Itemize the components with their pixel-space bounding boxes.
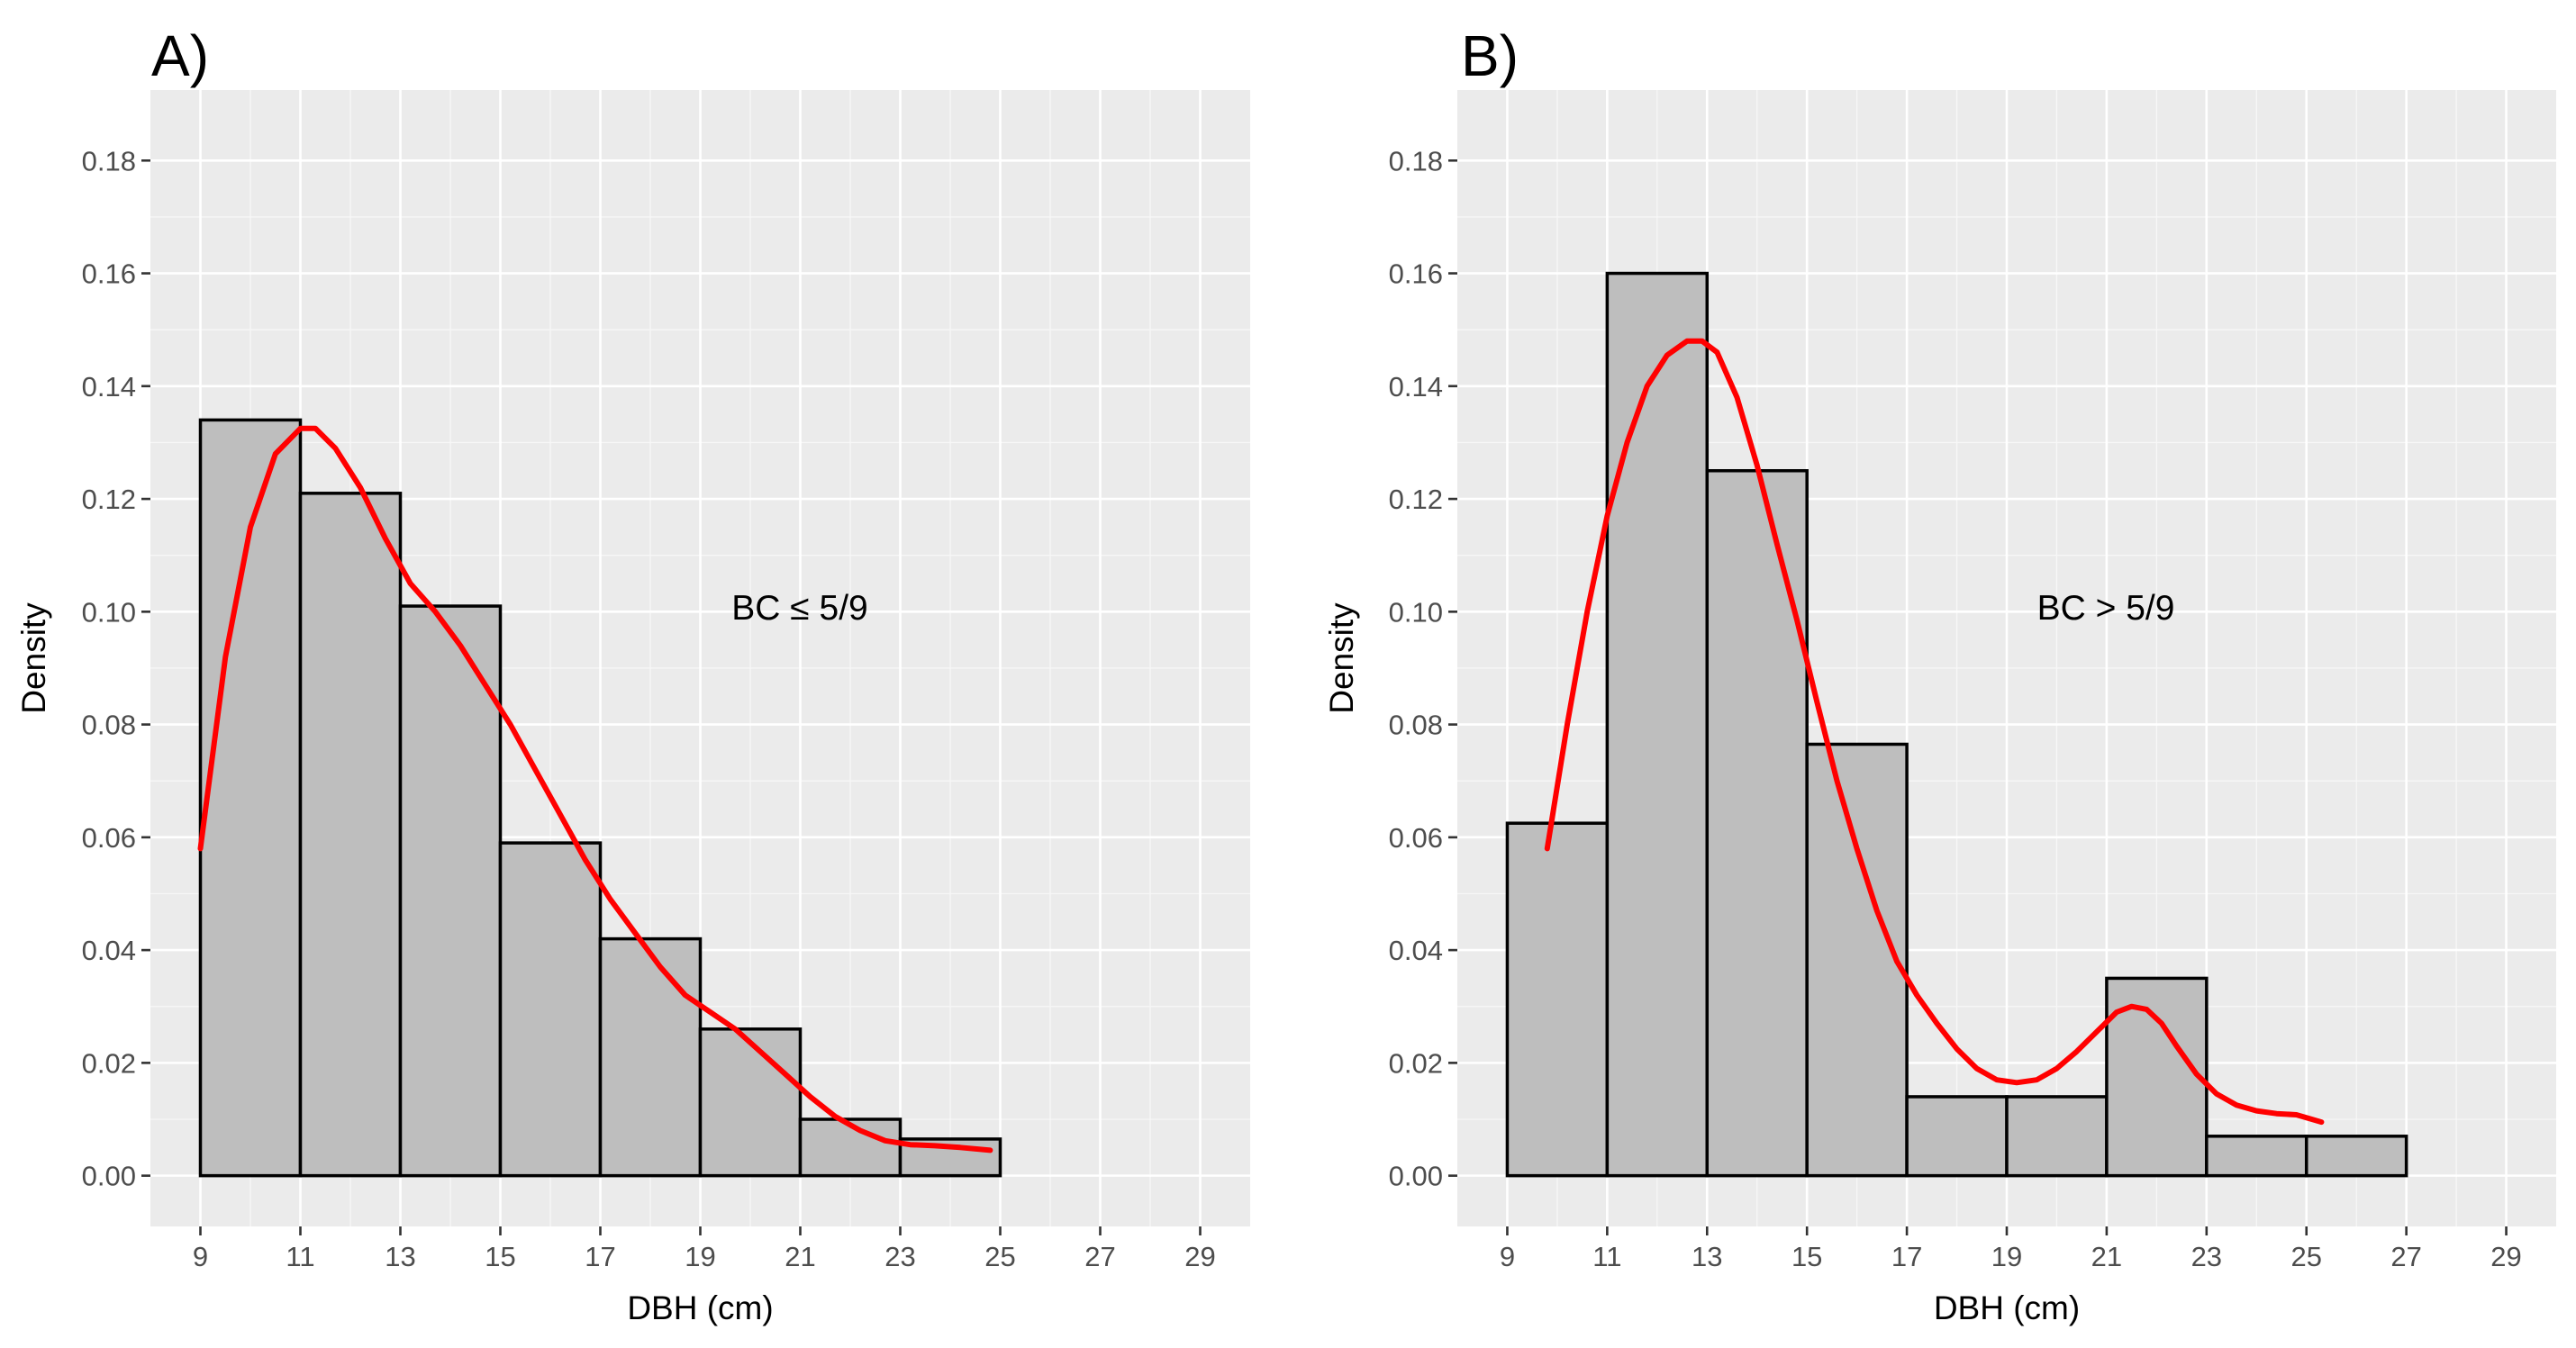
x-tick-label: 15 bbox=[485, 1241, 515, 1272]
x-tick-label: 15 bbox=[1791, 1241, 1822, 1272]
histogram-bar bbox=[598, 936, 703, 1178]
histogram-bar bbox=[398, 604, 503, 1178]
histogram-bar bbox=[298, 492, 403, 1178]
x-tick-label: 25 bbox=[984, 1241, 1015, 1272]
x-tick-label: 25 bbox=[2290, 1241, 2321, 1272]
y-tick-label: 0.10 bbox=[82, 596, 136, 628]
histogram-bar bbox=[698, 1027, 803, 1178]
x-tick-label: 19 bbox=[685, 1241, 715, 1272]
histogram-bar bbox=[498, 841, 603, 1178]
density-curve bbox=[197, 425, 993, 1153]
y-tick-label: 0.10 bbox=[1389, 596, 1443, 628]
y-tick-label: 0.16 bbox=[82, 258, 136, 290]
histogram-bar bbox=[798, 1117, 903, 1178]
y-axis-title: Density bbox=[1323, 602, 1360, 714]
x-tick-label: 21 bbox=[2091, 1241, 2122, 1272]
histogram-bar bbox=[1905, 1095, 2009, 1178]
y-tick-label: 0.18 bbox=[1389, 145, 1443, 176]
y-tick-label: 0.18 bbox=[82, 145, 136, 176]
panel-a: 0.00 0.02 0.04 0.06 0.08 0.10 0.12 0.14 0.16 0.18… bbox=[15, 23, 1250, 1326]
y-tick-label: 0.14 bbox=[82, 371, 136, 403]
y-tick-label: 0.12 bbox=[82, 484, 136, 515]
x-tick-label: 9 bbox=[1500, 1241, 1515, 1272]
x-tick-label: 29 bbox=[2490, 1241, 2521, 1272]
panel-tag: A) bbox=[151, 23, 209, 88]
histogram-bar bbox=[1805, 742, 1909, 1178]
histogram-bar bbox=[1505, 821, 1610, 1178]
y-tick-label: 0.08 bbox=[82, 710, 136, 741]
y-tick-label: 0.08 bbox=[1389, 710, 1443, 741]
histogram-bar bbox=[198, 418, 303, 1178]
x-tick-label: 17 bbox=[1891, 1241, 1922, 1272]
y-tick-label: 0.06 bbox=[82, 822, 136, 854]
y-tick-label: 0.02 bbox=[82, 1047, 136, 1079]
x-tick-label: 23 bbox=[2191, 1241, 2222, 1272]
y-tick-label: 0.00 bbox=[82, 1161, 136, 1192]
panel-b: 0.00 0.02 0.04 0.06 0.08 0.10 0.12 0.14 0.16 0.18… bbox=[1323, 23, 2556, 1326]
annotation-label: BC ≤ 5/9 bbox=[731, 589, 867, 628]
x-axis-title: DBH (cm) bbox=[1934, 1289, 2080, 1326]
panel-tag: B) bbox=[1461, 23, 1519, 88]
x-tick-label: 13 bbox=[1692, 1241, 1722, 1272]
y-axis-title: Density bbox=[15, 602, 52, 714]
x-tick-label: 9 bbox=[193, 1241, 208, 1272]
histogram-bar bbox=[1605, 271, 1710, 1178]
x-tick-label: 27 bbox=[1084, 1241, 1115, 1272]
y-tick-label: 0.16 bbox=[1389, 258, 1443, 290]
y-tick-label: 0.06 bbox=[1389, 822, 1443, 854]
histogram-bar bbox=[2005, 1095, 2109, 1178]
y-tick-label: 0.00 bbox=[1389, 1161, 1443, 1192]
x-tick-label: 29 bbox=[1184, 1241, 1215, 1272]
y-tick-label: 0.14 bbox=[1389, 371, 1443, 403]
x-tick-label: 21 bbox=[785, 1241, 815, 1272]
x-tick-label: 23 bbox=[884, 1241, 915, 1272]
histogram-bar bbox=[1705, 469, 1809, 1178]
histogram-bar bbox=[2304, 1135, 2408, 1178]
histogram-bar bbox=[2205, 1135, 2308, 1178]
y-tick-label: 0.12 bbox=[1389, 484, 1443, 515]
x-tick-label: 13 bbox=[385, 1241, 415, 1272]
x-tick-label: 27 bbox=[2390, 1241, 2421, 1272]
y-tick-label: 0.04 bbox=[1389, 935, 1443, 966]
x-tick-label: 17 bbox=[585, 1241, 615, 1272]
annotation-label: BC > 5/9 bbox=[2037, 589, 2175, 628]
density-curve bbox=[1544, 338, 2325, 1126]
x-axis-title: DBH (cm) bbox=[627, 1289, 773, 1326]
y-tick-label: 0.02 bbox=[1389, 1047, 1443, 1079]
y-tick-label: 0.04 bbox=[82, 935, 136, 966]
x-tick-label: 19 bbox=[1991, 1241, 2022, 1272]
x-tick-label: 11 bbox=[1592, 1241, 1621, 1272]
x-tick-label: 11 bbox=[286, 1241, 314, 1272]
